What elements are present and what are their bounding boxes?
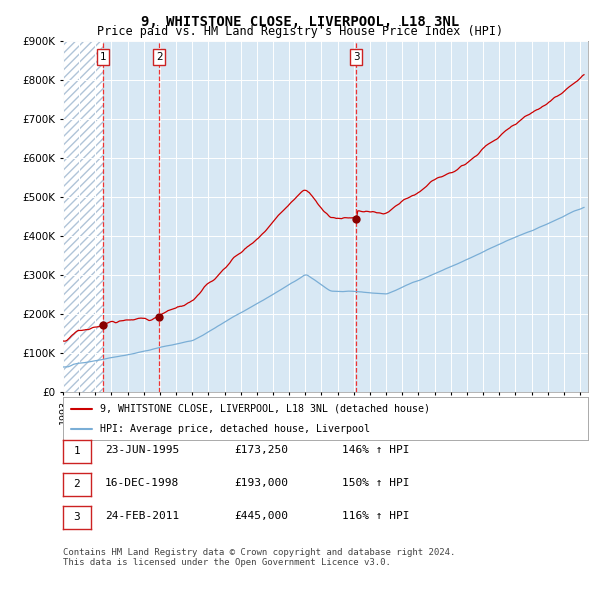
Text: £445,000: £445,000 (234, 511, 288, 520)
Text: 2: 2 (73, 480, 80, 489)
Text: HPI: Average price, detached house, Liverpool: HPI: Average price, detached house, Live… (100, 424, 370, 434)
Text: 1: 1 (100, 52, 106, 62)
Text: 9, WHITSTONE CLOSE, LIVERPOOL, L18 3NL: 9, WHITSTONE CLOSE, LIVERPOOL, L18 3NL (141, 15, 459, 29)
Text: 150% ↑ HPI: 150% ↑ HPI (342, 478, 409, 487)
Text: Price paid vs. HM Land Registry's House Price Index (HPI): Price paid vs. HM Land Registry's House … (97, 25, 503, 38)
Text: 3: 3 (73, 513, 80, 522)
Text: £173,250: £173,250 (234, 445, 288, 454)
Text: 16-DEC-1998: 16-DEC-1998 (105, 478, 179, 487)
Text: 1: 1 (73, 447, 80, 456)
Text: Contains HM Land Registry data © Crown copyright and database right 2024.: Contains HM Land Registry data © Crown c… (63, 548, 455, 556)
Text: 23-JUN-1995: 23-JUN-1995 (105, 445, 179, 454)
Text: 146% ↑ HPI: 146% ↑ HPI (342, 445, 409, 454)
Text: 3: 3 (353, 52, 359, 62)
Text: 116% ↑ HPI: 116% ↑ HPI (342, 511, 409, 520)
Bar (63, 41, 103, 392)
Text: 9, WHITSTONE CLOSE, LIVERPOOL, L18 3NL (detached house): 9, WHITSTONE CLOSE, LIVERPOOL, L18 3NL (… (100, 404, 430, 414)
Text: £193,000: £193,000 (234, 478, 288, 487)
Text: 24-FEB-2011: 24-FEB-2011 (105, 511, 179, 520)
Text: This data is licensed under the Open Government Licence v3.0.: This data is licensed under the Open Gov… (63, 558, 391, 566)
Bar (103, 41, 159, 392)
Text: 2: 2 (156, 52, 163, 62)
